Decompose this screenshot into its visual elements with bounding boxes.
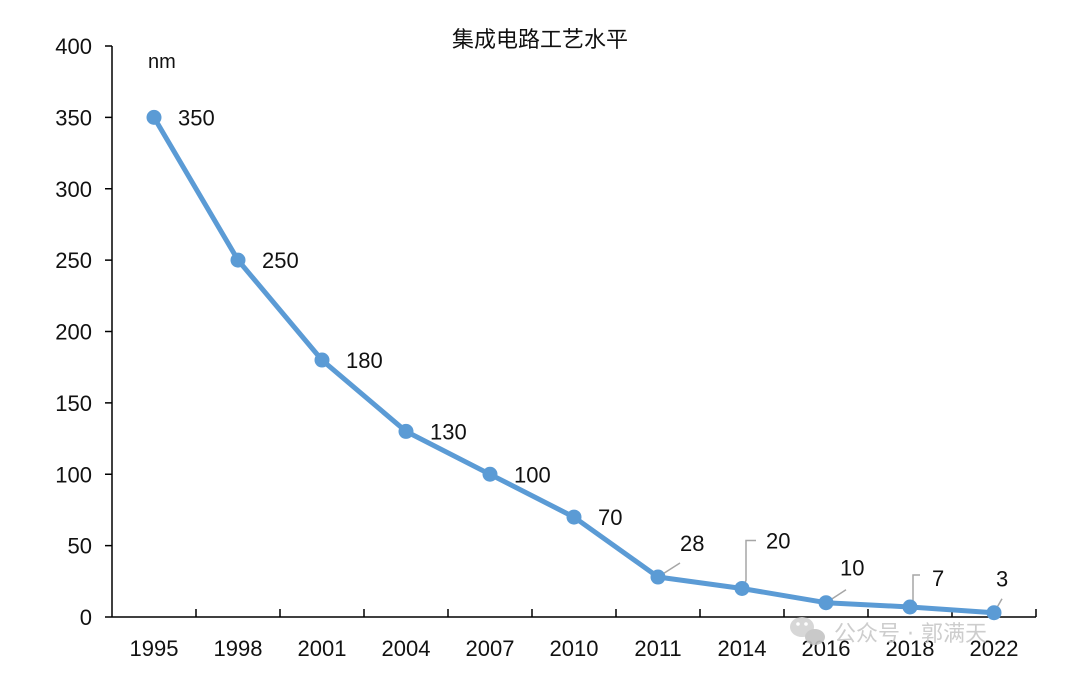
y-tick-label: 0 [80,605,92,630]
data-point [734,580,750,596]
data-label: 10 [840,556,864,581]
wechat-icon [790,617,825,645]
series-line [146,109,1002,621]
x-tick-label: 2004 [382,636,431,661]
data-point [482,466,498,482]
watermark: 公众号 · 郭满天 [790,617,987,647]
x-tick-label: 2011 [634,636,681,661]
data-point [650,569,666,585]
watermark-text: 公众号 · 郭满天 [834,622,987,647]
y-tick-label: 250 [55,248,92,273]
y-tick-label: 300 [55,177,92,202]
data-point [314,352,330,368]
y-tick-label: 50 [68,534,92,559]
y-tick-label: 400 [55,34,92,59]
data-point [230,252,246,268]
x-tick-label: 2001 [298,636,347,661]
data-label: 20 [766,528,790,553]
x-tick-label: 1998 [214,636,263,661]
data-point [566,509,582,525]
y-tick-label: 200 [55,320,92,345]
data-label: 250 [262,248,299,273]
data-label: 180 [346,348,383,373]
data-label: 28 [680,531,704,556]
data-label: 70 [598,505,622,530]
x-tick-label: 2022 [970,636,1019,661]
data-label: 3 [996,567,1008,592]
data-labels: 350 250 180 130 100 70 28 20 10 7 3 [178,105,1008,591]
data-point [818,595,834,611]
x-tick-label: 2010 [550,636,599,661]
data-point [146,109,162,125]
data-point [902,599,918,615]
x-tick-label: 2014 [718,636,767,661]
chart-title: 集成电路工艺水平 [452,28,628,53]
axes: 0 50 100 150 200 250 300 350 400 1995 1998 2001 2004… [55,34,1037,661]
x-tick-label: 1995 [130,636,179,661]
y-tick-label: 100 [55,462,92,487]
data-label: 130 [430,419,467,444]
y-axis-unit: nm [148,51,176,73]
data-point [398,423,414,439]
data-label: 100 [514,462,551,487]
y-tick-label: 150 [55,391,92,416]
data-label: 7 [932,566,944,591]
data-label: 350 [178,105,215,130]
series-path [151,114,997,616]
data-point [986,605,1002,621]
x-tick-label: 2007 [466,636,515,661]
y-tick-label: 350 [55,105,92,130]
x-tick-label: 2018 [886,636,935,661]
